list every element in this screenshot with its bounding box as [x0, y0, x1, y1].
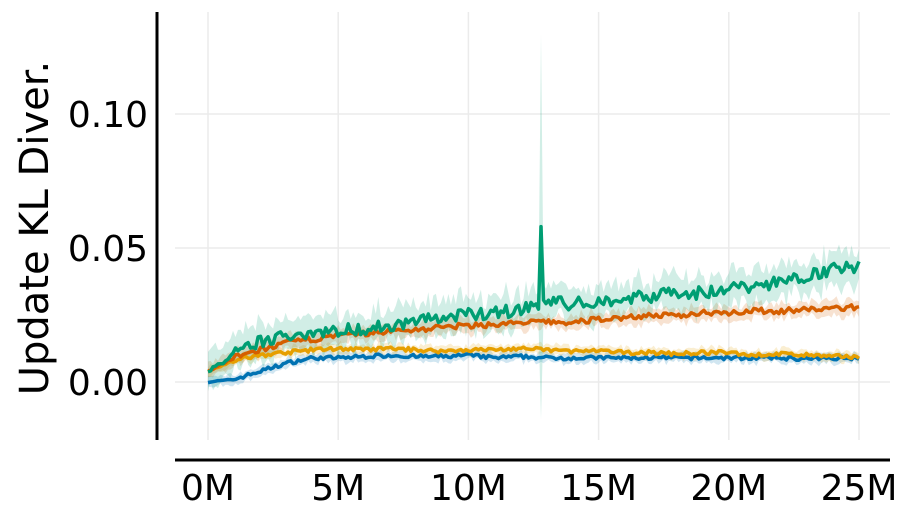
x-tick-label: 10M [430, 468, 507, 509]
y-tick-label: 0.10 [68, 95, 148, 136]
series-line-0 [207, 352, 860, 385]
y-tick-label: 0.05 [68, 229, 148, 270]
y-axis-title: Update KL Diver. [12, 61, 58, 396]
x-tick-label: 25M [821, 468, 898, 509]
series-line-3 [207, 224, 861, 374]
series-line-2 [207, 303, 860, 373]
y-tick-labels: 0.00 0.05 0.10 [68, 95, 148, 404]
x-tick-label: 20M [690, 468, 767, 509]
series-lines [207, 224, 861, 385]
x-tick-label: 15M [560, 468, 637, 509]
x-tick-label: 5M [311, 468, 365, 509]
series-band-3 [208, 33, 859, 420]
x-tick-label: 0M [181, 468, 235, 509]
y-tick-label: 0.00 [68, 363, 148, 404]
grid-lines [175, 12, 890, 440]
series-line-1 [207, 345, 861, 374]
x-tick-labels: 0M 5M 10M 15M 20M 25M [181, 468, 897, 509]
confidence-bands [208, 33, 859, 420]
